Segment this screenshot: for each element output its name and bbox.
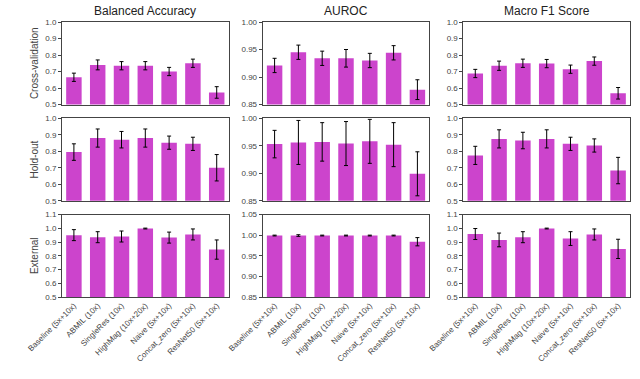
- svg-text:HighMag (10x+20x): HighMag (10x+20x): [294, 301, 350, 357]
- svg-text:HighMag (10x+20x): HighMag (10x+20x): [495, 301, 551, 357]
- svg-text:0.5: 0.5: [45, 293, 57, 302]
- svg-text:0.90: 0.90: [242, 272, 258, 281]
- svg-text:0.7: 0.7: [447, 67, 459, 76]
- svg-text:0.8: 0.8: [447, 51, 459, 60]
- svg-text:Baseline (5x+10x): Baseline (5x+10x): [26, 301, 78, 353]
- svg-text:Naive (5x+10x): Naive (5x+10x): [129, 301, 174, 346]
- svg-text:1.00: 1.00: [242, 18, 258, 27]
- svg-text:1.1: 1.1: [45, 210, 57, 219]
- svg-text:ResNet50 (5x+10x): ResNet50 (5x+10x): [366, 301, 421, 356]
- svg-text:Hold-out: Hold-out: [29, 140, 40, 178]
- svg-text:0.6: 0.6: [447, 279, 459, 288]
- svg-text:0.6: 0.6: [45, 279, 57, 288]
- svg-text:0.5: 0.5: [45, 100, 57, 109]
- svg-text:0.85: 0.85: [242, 293, 258, 302]
- svg-text:0.9: 0.9: [45, 34, 57, 43]
- svg-text:Macro F1 Score: Macro F1 Score: [504, 4, 590, 18]
- svg-text:0.5: 0.5: [447, 197, 459, 206]
- svg-text:Balanced Accuracy: Balanced Accuracy: [94, 4, 196, 18]
- svg-text:ABMIL (10x): ABMIL (10x): [64, 301, 102, 339]
- svg-text:1.0: 1.0: [447, 114, 459, 123]
- svg-text:1.00: 1.00: [242, 231, 258, 240]
- svg-text:Concat_zero (5x+10x): Concat_zero (5x+10x): [336, 301, 398, 363]
- svg-text:1.0: 1.0: [45, 224, 57, 233]
- svg-text:External: External: [29, 237, 40, 274]
- svg-text:0.7: 0.7: [45, 164, 57, 173]
- svg-text:ABMIL (10x): ABMIL (10x): [466, 301, 504, 339]
- svg-text:ABMIL (10x): ABMIL (10x): [265, 301, 303, 339]
- svg-text:SingleRes (10x): SingleRes (10x): [280, 301, 327, 348]
- svg-text:0.8: 0.8: [447, 252, 459, 261]
- svg-text:0.8: 0.8: [45, 147, 57, 156]
- svg-text:Naive (5x+10x): Naive (5x+10x): [530, 301, 575, 346]
- svg-text:0.8: 0.8: [45, 252, 57, 261]
- svg-text:Cross-validation: Cross-validation: [29, 27, 40, 99]
- svg-text:0.95: 0.95: [242, 45, 258, 54]
- svg-text:0.9: 0.9: [45, 131, 57, 140]
- svg-text:HighMag (10x+20x): HighMag (10x+20x): [94, 301, 150, 357]
- svg-text:1.05: 1.05: [242, 210, 258, 219]
- svg-text:1.0: 1.0: [447, 18, 459, 27]
- svg-text:0.90: 0.90: [242, 73, 258, 82]
- svg-text:Concat_zero (5x+10x): Concat_zero (5x+10x): [536, 301, 598, 363]
- svg-text:0.9: 0.9: [447, 34, 459, 43]
- svg-text:0.6: 0.6: [45, 180, 57, 189]
- svg-text:0.9: 0.9: [447, 238, 459, 247]
- svg-text:Concat_zero (5x+10x): Concat_zero (5x+10x): [135, 301, 197, 363]
- svg-text:SingleRes (10x): SingleRes (10x): [481, 301, 528, 348]
- svg-text:1.0: 1.0: [45, 114, 57, 123]
- svg-text:AUROC: AUROC: [324, 4, 368, 18]
- svg-text:1.0: 1.0: [447, 224, 459, 233]
- svg-text:Naive (5x+10x): Naive (5x+10x): [329, 301, 374, 346]
- svg-text:0.5: 0.5: [45, 197, 57, 206]
- svg-text:ResNet50 (5x+10x): ResNet50 (5x+10x): [166, 301, 221, 356]
- svg-text:0.9: 0.9: [447, 131, 459, 140]
- svg-text:1.0: 1.0: [45, 18, 57, 27]
- svg-text:SingleRes (10x): SingleRes (10x): [79, 301, 126, 348]
- svg-text:Baseline (5x+10x): Baseline (5x+10x): [428, 301, 480, 353]
- svg-text:0.7: 0.7: [45, 265, 57, 274]
- svg-text:0.8: 0.8: [447, 147, 459, 156]
- svg-text:0.7: 0.7: [447, 164, 459, 173]
- svg-text:ResNet50 (5x+10x): ResNet50 (5x+10x): [567, 301, 622, 356]
- svg-text:0.6: 0.6: [447, 180, 459, 189]
- svg-text:0.5: 0.5: [447, 100, 459, 109]
- svg-text:0.8: 0.8: [45, 51, 57, 60]
- svg-text:0.6: 0.6: [45, 84, 57, 93]
- svg-text:0.90: 0.90: [242, 169, 258, 178]
- svg-text:Baseline (5x+10x): Baseline (5x+10x): [227, 301, 279, 353]
- svg-text:0.9: 0.9: [45, 238, 57, 247]
- svg-text:1.00: 1.00: [242, 114, 258, 123]
- svg-text:0.7: 0.7: [45, 67, 57, 76]
- svg-text:0.85: 0.85: [242, 197, 258, 206]
- svg-text:0.95: 0.95: [242, 142, 258, 151]
- svg-text:0.85: 0.85: [242, 100, 258, 109]
- svg-text:0.95: 0.95: [242, 252, 258, 261]
- svg-text:0.6: 0.6: [447, 84, 459, 93]
- svg-text:0.5: 0.5: [447, 293, 459, 302]
- svg-text:1.1: 1.1: [447, 210, 459, 219]
- svg-text:0.7: 0.7: [447, 265, 459, 274]
